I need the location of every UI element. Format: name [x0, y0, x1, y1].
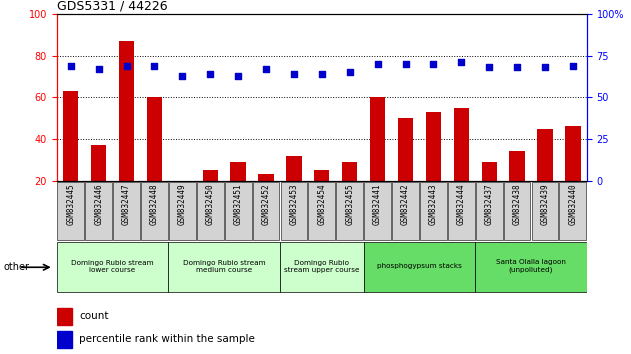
Text: Domingo Rubio stream
medium course: Domingo Rubio stream medium course [183, 260, 266, 273]
Text: Domingo Rubio stream
lower course: Domingo Rubio stream lower course [71, 260, 154, 273]
Bar [370, 97, 386, 181]
FancyBboxPatch shape [448, 182, 475, 240]
Text: GSM832446: GSM832446 [94, 183, 103, 224]
Bar [147, 97, 162, 181]
Bar [57, 331, 72, 348]
FancyBboxPatch shape [475, 242, 587, 292]
Bar [454, 108, 469, 181]
Bar [230, 162, 246, 181]
FancyBboxPatch shape [420, 182, 447, 240]
Text: GDS5331 / 44226: GDS5331 / 44226 [57, 0, 167, 13]
Point [289, 71, 299, 77]
Text: GSM832438: GSM832438 [512, 183, 522, 224]
Bar [286, 156, 302, 181]
FancyBboxPatch shape [336, 182, 363, 240]
Bar [258, 174, 274, 181]
FancyBboxPatch shape [113, 182, 140, 240]
Text: GSM832449: GSM832449 [178, 183, 187, 224]
FancyBboxPatch shape [363, 242, 475, 292]
FancyBboxPatch shape [169, 182, 196, 240]
Bar [538, 129, 553, 181]
Bar [91, 145, 106, 181]
FancyBboxPatch shape [57, 182, 84, 240]
Point [372, 61, 382, 67]
Text: GSM832447: GSM832447 [122, 183, 131, 224]
Text: GSM832439: GSM832439 [541, 183, 550, 224]
FancyBboxPatch shape [560, 182, 586, 240]
FancyBboxPatch shape [197, 182, 223, 240]
FancyBboxPatch shape [280, 242, 363, 292]
Bar [342, 162, 357, 181]
Text: GSM832455: GSM832455 [345, 183, 354, 224]
FancyBboxPatch shape [141, 182, 168, 240]
FancyBboxPatch shape [504, 182, 531, 240]
Point [345, 70, 355, 75]
FancyBboxPatch shape [392, 182, 419, 240]
Point [512, 64, 522, 70]
FancyBboxPatch shape [57, 242, 168, 292]
Text: GSM832448: GSM832448 [150, 183, 159, 224]
Point [93, 66, 103, 72]
Bar [119, 41, 134, 181]
Point [177, 73, 187, 79]
Text: Santa Olalla lagoon
(unpolluted): Santa Olalla lagoon (unpolluted) [496, 259, 566, 273]
Text: other: other [3, 262, 29, 272]
Point [150, 63, 160, 69]
FancyBboxPatch shape [476, 182, 502, 240]
Text: GSM832454: GSM832454 [317, 183, 326, 224]
FancyBboxPatch shape [281, 182, 307, 240]
FancyBboxPatch shape [531, 182, 558, 240]
Text: count: count [79, 312, 109, 321]
Point [122, 63, 132, 69]
Point [205, 71, 215, 77]
Point [233, 73, 243, 79]
Bar [565, 126, 581, 181]
Text: GSM832450: GSM832450 [206, 183, 215, 224]
Point [456, 59, 466, 65]
Point [540, 64, 550, 70]
FancyBboxPatch shape [364, 182, 391, 240]
Bar [481, 162, 497, 181]
Bar [63, 91, 78, 181]
Bar [426, 112, 441, 181]
Text: phosphogypsum stacks: phosphogypsum stacks [377, 263, 462, 269]
Bar [509, 152, 525, 181]
Point [66, 63, 76, 69]
Bar [57, 308, 72, 325]
Bar [398, 118, 413, 181]
Point [428, 61, 439, 67]
FancyBboxPatch shape [225, 182, 252, 240]
Text: GSM832445: GSM832445 [66, 183, 75, 224]
Text: GSM832442: GSM832442 [401, 183, 410, 224]
Text: GSM832451: GSM832451 [233, 183, 242, 224]
Point [261, 66, 271, 72]
Point [401, 61, 411, 67]
Text: Domingo Rubio
stream upper course: Domingo Rubio stream upper course [284, 260, 360, 273]
Point [568, 63, 578, 69]
Point [484, 64, 494, 70]
Text: GSM832443: GSM832443 [429, 183, 438, 224]
FancyBboxPatch shape [252, 182, 280, 240]
Bar [203, 170, 218, 181]
FancyBboxPatch shape [309, 182, 335, 240]
Text: GSM832437: GSM832437 [485, 183, 493, 224]
Text: GSM832444: GSM832444 [457, 183, 466, 224]
Text: percentile rank within the sample: percentile rank within the sample [79, 335, 255, 344]
Point [317, 71, 327, 77]
Text: GSM832440: GSM832440 [569, 183, 577, 224]
FancyBboxPatch shape [85, 182, 112, 240]
Text: GSM832452: GSM832452 [261, 183, 271, 224]
Bar [314, 170, 329, 181]
Text: GSM832453: GSM832453 [290, 183, 298, 224]
FancyBboxPatch shape [168, 242, 280, 292]
Text: GSM832441: GSM832441 [373, 183, 382, 224]
